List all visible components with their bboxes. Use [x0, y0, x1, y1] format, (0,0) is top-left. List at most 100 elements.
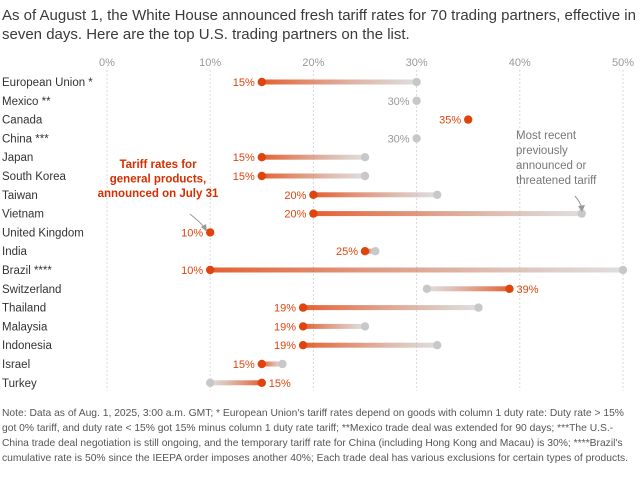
annotation-arrow	[189, 213, 206, 229]
value-label: 20%	[284, 209, 306, 221]
data-row: Japan 15%	[2, 152, 370, 164]
country-label: Brazil ****	[2, 265, 52, 277]
x-tick-label: 40%	[509, 57, 531, 69]
value-label: 15%	[233, 152, 255, 164]
change-bar	[313, 211, 582, 217]
new-rate-dot	[309, 190, 318, 199]
value-label: 39%	[516, 284, 538, 296]
new-rate-dot	[257, 378, 266, 387]
data-row: Mexico ** 30%	[2, 96, 421, 108]
change-bar	[313, 192, 438, 198]
change-bar	[303, 323, 365, 329]
data-row: Malaysia 19%	[2, 321, 370, 333]
previous-rate-dot	[278, 359, 287, 369]
country-label: Malaysia	[2, 321, 48, 333]
x-tick-label: 50%	[612, 57, 634, 69]
new-rate-dot	[298, 341, 308, 350]
previous-rate-dot	[412, 134, 421, 143]
value-label: 19%	[274, 303, 296, 315]
new-rate-dot	[257, 77, 266, 87]
x-tick-label: 0%	[99, 57, 115, 69]
value-label: 35%	[439, 115, 461, 127]
data-row: United Kingdom 10%	[2, 227, 215, 239]
country-label: Thailand	[2, 303, 46, 315]
data-row: China *** 30%	[2, 133, 421, 145]
country-label: Turkey	[2, 378, 37, 390]
previous-rate-dot	[360, 153, 370, 162]
chart-subtitle: As of August 1, the White House announce…	[2, 7, 636, 43]
arrow-head	[201, 224, 207, 232]
change-bar	[426, 286, 510, 292]
new-rate-dot	[298, 303, 308, 312]
new-rate-dot	[206, 265, 215, 275]
value-label: 15%	[233, 77, 255, 89]
previous-rate-dot	[206, 378, 215, 387]
value-label: 10%	[181, 227, 203, 239]
value-label: 25%	[336, 246, 358, 258]
change-bar	[261, 154, 365, 160]
value-label: 30%	[388, 133, 410, 145]
data-row: Canada 35%	[2, 115, 473, 127]
country-label: India	[2, 246, 28, 258]
new-rate-dot	[360, 247, 370, 256]
new-rate-dot	[309, 209, 318, 218]
rows-layer: European Union * 15% Mexico ** 30% Canada 35%…	[2, 77, 628, 390]
value-label: 19%	[274, 321, 296, 333]
new-rate-dot	[298, 322, 308, 331]
data-row: Taiwan 20%	[2, 190, 442, 202]
country-label: Indonesia	[2, 340, 52, 352]
data-row: Vietnam 20%	[2, 209, 586, 221]
data-row: Thailand 19%	[2, 303, 483, 315]
chart-note: Note: Data as of Aug. 1, 2025, 3:00 a.m.…	[2, 408, 628, 464]
value-label: 30%	[388, 96, 410, 108]
new-rate-dot	[257, 359, 266, 369]
annotations-layer: Tariff rates for general products, announc…	[98, 130, 597, 232]
new-rate-dot	[257, 171, 266, 181]
previous-rate-dot	[618, 265, 628, 275]
change-bar	[261, 361, 283, 367]
annotation-prev-line: previously	[516, 145, 568, 157]
new-rate-dot	[464, 115, 473, 124]
country-label: China ***	[2, 133, 49, 145]
change-bar	[303, 305, 479, 311]
data-row: Switzerland 39%	[2, 284, 539, 296]
previous-rate-dot	[371, 247, 380, 256]
change-bar	[261, 79, 417, 85]
previous-rate-dot	[360, 171, 370, 181]
tariff-dumbbell-chart: 0% 10% 20% 30% 40% 50% European Union * 15% Mex…	[2, 57, 634, 391]
data-row: Indonesia 19%	[2, 340, 442, 352]
previous-rate-dot	[433, 190, 442, 199]
country-label: European Union *	[2, 77, 93, 89]
country-label: Taiwan	[2, 190, 38, 202]
change-bar	[303, 342, 438, 348]
data-row: India 25%	[2, 246, 380, 258]
country-label: Japan	[2, 152, 33, 164]
data-row: South Korea 15%	[2, 171, 370, 183]
new-rate-dot	[505, 284, 514, 293]
change-bar	[210, 267, 623, 273]
value-label: 10%	[181, 265, 203, 277]
value-label: 15%	[269, 378, 291, 390]
previous-rate-dot	[412, 77, 421, 87]
previous-rate-dot	[412, 96, 421, 105]
previous-rate-dot	[360, 322, 370, 331]
previous-rate-dot	[422, 284, 432, 293]
change-bar	[365, 248, 376, 254]
country-label: Switzerland	[2, 284, 61, 296]
data-row: Brazil **** 10%	[2, 265, 628, 277]
annotation-new-line: Tariff rates for	[119, 159, 197, 171]
change-bar	[210, 380, 262, 386]
annotation-prev-line: threatened tariff	[516, 175, 597, 187]
previous-rate-dot	[433, 341, 442, 350]
country-label: Vietnam	[2, 209, 44, 221]
value-label: 20%	[284, 190, 306, 202]
previous-rate-dot	[577, 209, 586, 218]
previous-rate-dot	[474, 303, 483, 312]
new-rate-dot	[206, 228, 215, 237]
annotation-new-line: general products,	[110, 174, 207, 186]
new-rate-dot	[257, 153, 266, 162]
data-row: Turkey 15%	[2, 378, 291, 390]
country-label: Mexico **	[2, 96, 51, 108]
annotation-new-line: announced on July 31	[98, 188, 219, 200]
data-row: Israel 15%	[2, 359, 287, 371]
